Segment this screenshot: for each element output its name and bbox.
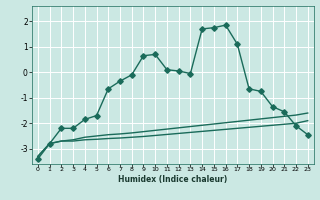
X-axis label: Humidex (Indice chaleur): Humidex (Indice chaleur) [118, 175, 228, 184]
